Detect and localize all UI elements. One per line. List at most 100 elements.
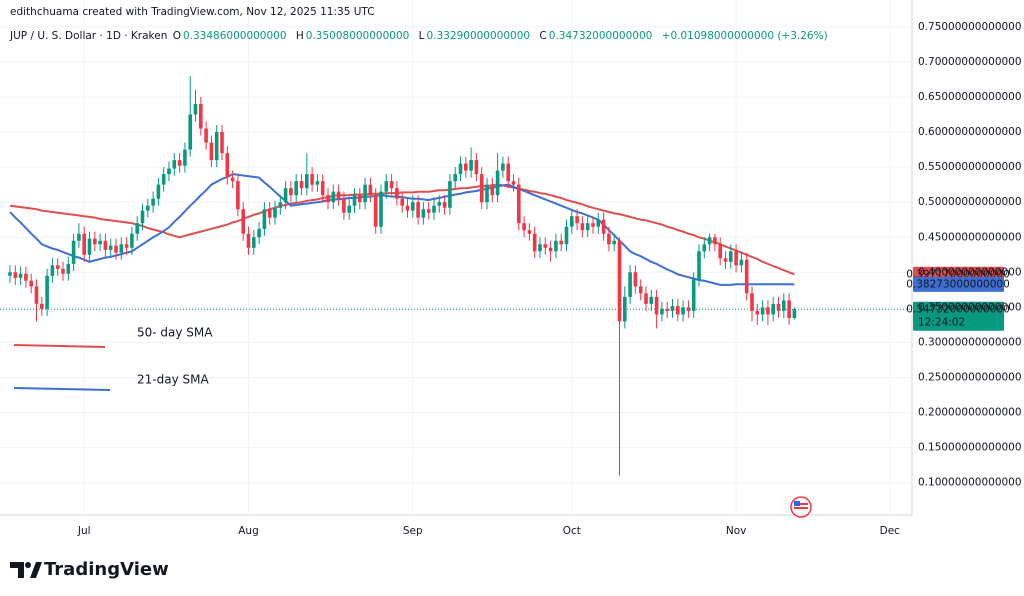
candle-body xyxy=(257,228,261,238)
candle-body xyxy=(623,296,627,322)
candle-body xyxy=(617,240,622,322)
candle-body xyxy=(506,163,510,182)
candle-body xyxy=(193,103,198,115)
candle-body xyxy=(373,195,378,227)
candle-body xyxy=(527,230,532,234)
candle-body xyxy=(18,273,23,278)
candle-body xyxy=(442,202,447,208)
y-tick-label: 0.40000000000000 xyxy=(918,266,1022,278)
candle-body xyxy=(77,233,81,241)
tag-layer: 0.397170000000000.382730000000000.347320… xyxy=(906,266,1010,331)
candle-body xyxy=(236,181,240,210)
candle-body xyxy=(718,244,722,259)
candle-body xyxy=(209,142,214,161)
candle-body xyxy=(665,308,669,311)
candle-body xyxy=(760,307,765,315)
y-tick-label: 0.75000000000000 xyxy=(918,21,1022,33)
y-tick-label: 0.50000000000000 xyxy=(918,196,1022,208)
candle-body xyxy=(384,181,389,192)
ohlc-key: H xyxy=(295,30,304,42)
candle-body xyxy=(389,181,394,189)
candle-body xyxy=(400,198,404,206)
ohlc-value: 0.33486000000000 xyxy=(182,30,287,42)
candle-body xyxy=(464,163,468,171)
candle-body xyxy=(124,244,129,248)
brand: TradingView xyxy=(44,559,169,580)
candle-body xyxy=(559,240,563,245)
candle-body xyxy=(654,296,659,315)
candle-body xyxy=(702,244,707,252)
candle-body xyxy=(103,240,108,250)
ohlc-key: L xyxy=(418,30,425,42)
candle-layer xyxy=(8,75,797,476)
candle-body xyxy=(262,209,267,229)
price-tag xyxy=(913,276,1004,292)
candle-body xyxy=(766,307,770,315)
candle-body xyxy=(522,223,526,231)
candle-body xyxy=(299,181,304,189)
candle-body xyxy=(55,265,60,269)
candle-body xyxy=(575,216,579,224)
candle-body xyxy=(628,272,632,297)
candle-body xyxy=(93,238,97,245)
candle-body xyxy=(305,174,309,189)
candle-body xyxy=(469,160,473,171)
candle-body xyxy=(776,303,781,311)
ohlc-value: 0.35008000000000 xyxy=(305,30,410,42)
y-tick-label: 0.35000000000000 xyxy=(918,301,1022,313)
candle-body xyxy=(453,174,457,182)
candle-body xyxy=(697,251,701,280)
candle-body xyxy=(426,209,431,213)
candle-body xyxy=(750,293,754,311)
y-tick-label: 0.65000000000000 xyxy=(918,91,1022,103)
candle-body xyxy=(29,280,33,287)
candle-body xyxy=(580,223,585,231)
candle-body xyxy=(336,191,341,199)
price-tag-label: 0.38273000000000 xyxy=(906,278,1010,290)
x-tick-label: Dec xyxy=(880,525,901,537)
ohlc-key: C xyxy=(539,30,547,42)
candle-body xyxy=(246,233,251,248)
candle-body xyxy=(755,310,760,315)
candle-body xyxy=(87,238,92,255)
candle-body xyxy=(707,237,712,245)
candle-body xyxy=(220,132,224,154)
candle-body xyxy=(517,184,521,224)
candle-body xyxy=(119,244,124,253)
candle-body xyxy=(230,177,235,182)
y-tick-label: 0.15000000000000 xyxy=(918,442,1022,454)
candle-body xyxy=(607,233,611,245)
candle-body xyxy=(108,245,113,250)
y-tick-label: 0.55000000000000 xyxy=(918,161,1022,173)
candle-body xyxy=(358,195,362,203)
candle-body xyxy=(188,114,192,150)
symbol: JUP / U. S. Dollar · 1D · Kraken xyxy=(10,30,168,42)
candle-body xyxy=(283,188,288,203)
candle-body xyxy=(416,202,420,218)
candle-body xyxy=(8,272,12,276)
y-tick-label: 0.25000000000000 xyxy=(918,372,1022,384)
candle-body xyxy=(691,279,696,311)
y-tick-label: 0.70000000000000 xyxy=(918,56,1022,68)
candle-body xyxy=(156,184,161,199)
candle-body xyxy=(368,184,373,196)
candle-body xyxy=(315,181,320,185)
y-tick-label: 0.45000000000000 xyxy=(918,231,1022,243)
ohlc-value: 0.34732000000000 xyxy=(548,30,653,42)
legend-swatch xyxy=(13,344,106,348)
candle-body xyxy=(140,210,145,224)
candle-body xyxy=(612,240,616,245)
candle-body xyxy=(601,219,606,234)
candle-body xyxy=(638,286,643,294)
y-tick-label: 0.30000000000000 xyxy=(918,336,1022,348)
candle-body xyxy=(310,174,314,185)
candle-body xyxy=(363,184,367,203)
candle-body xyxy=(289,188,293,196)
x-tick-label: Jul xyxy=(77,525,91,537)
legend-label: 21-day SMA xyxy=(137,373,209,387)
change: +0.01098000000000 (+3.26%) xyxy=(661,30,828,42)
candle-body xyxy=(326,195,330,203)
candle-body xyxy=(458,163,463,175)
